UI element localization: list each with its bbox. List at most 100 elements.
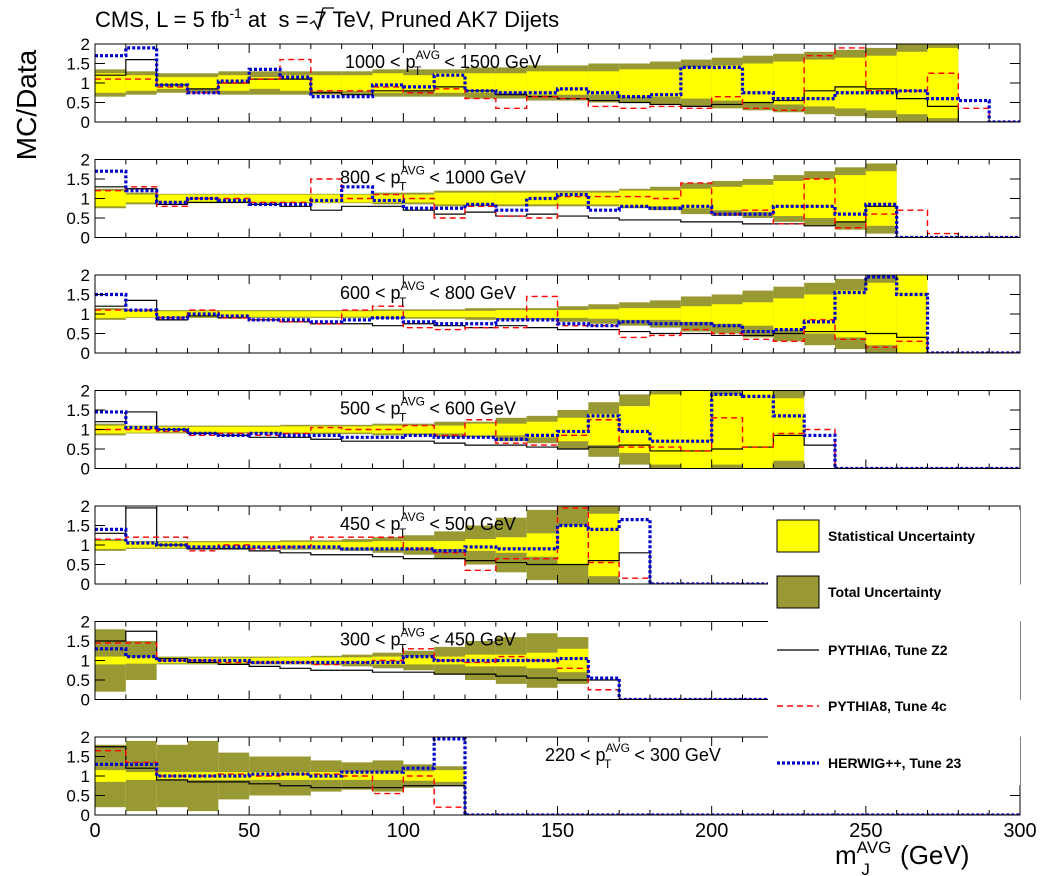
stat-uncertainty-band (711, 186, 743, 211)
stat-uncertainty-band (95, 73, 126, 93)
y-tick-label: 0 (81, 460, 90, 479)
stat-uncertainty-band (434, 310, 465, 318)
stat-uncertainty-band (896, 275, 928, 353)
y-tick-label: 0.5 (66, 209, 90, 228)
stat-uncertainty-band (557, 648, 589, 673)
stat-uncertainty-band (434, 73, 465, 93)
y-tick-label: 2 (81, 151, 90, 170)
panel-label-pre: 1000 < p (345, 52, 416, 72)
stat-uncertainty-band (403, 425, 435, 434)
panel-label-sub: T (604, 757, 612, 771)
stat-uncertainty-band (742, 184, 774, 213)
x-tick-label: 200 (695, 820, 728, 842)
stat-uncertainty-band (650, 308, 681, 320)
stat-uncertainty-band (372, 194, 404, 203)
panel-label-post: < 600 GeV (424, 399, 516, 419)
y-tick-label: 1.5 (66, 401, 90, 420)
stat-uncertainty-band (125, 75, 157, 91)
stat-uncertainty-band (310, 541, 342, 549)
stat-uncertainty-band (372, 541, 404, 549)
stat-uncertainty-band (773, 298, 805, 330)
header-sup: -1 (229, 5, 242, 21)
herwig-line (95, 737, 1020, 815)
stat-uncertainty-band (495, 73, 527, 93)
stat-uncertainty-band (187, 194, 219, 203)
stat-uncertainty-band (341, 541, 373, 549)
pythia8-line (95, 47, 1020, 122)
stat-uncertainty-band (434, 425, 465, 434)
stat-uncertainty-band (804, 179, 835, 218)
y-tick-label: 0.5 (66, 440, 90, 459)
y-tick-label: 1 (81, 767, 90, 786)
stat-uncertainty-band (249, 77, 280, 89)
y-tick-label: 1.5 (66, 55, 90, 74)
panel-label-sub: T (399, 526, 407, 540)
stat-uncertainty-band (557, 71, 589, 95)
panel-label: 220 < pAVG T < 300 GeV (545, 741, 721, 771)
legend-label-total: Total Uncertainty (828, 584, 942, 600)
stat-uncertainty-band (711, 304, 743, 324)
herwig-line (95, 392, 1020, 469)
herwig-line (95, 275, 1020, 353)
panel-label: 300 < pAVG T < 450 GeV (340, 626, 516, 656)
panel-content (95, 390, 1020, 469)
legend: Statistical Uncertainty Total Uncertainty… (768, 510, 1020, 785)
legend-label-herwig: HERWIG++, Tune 23 (828, 755, 962, 771)
stat-uncertainty-band (125, 194, 157, 203)
stat-uncertainty-band (495, 310, 527, 318)
stat-uncertainty-band (742, 302, 774, 326)
stat-uncertainty-band (403, 656, 435, 665)
y-tick-label: 2 (81, 728, 90, 747)
stat-uncertainty-band (835, 57, 866, 109)
stat-uncertainty-band (557, 310, 589, 318)
panel-label-post: < 800 GeV (424, 283, 516, 303)
x-tick-label: 100 (387, 820, 420, 842)
herwig-line (95, 518, 1020, 584)
y-tick-label: 1 (81, 652, 90, 671)
stat-uncertainty-band (249, 426, 280, 433)
stat-uncertainty-band (341, 657, 373, 664)
stat-uncertainty-band (896, 51, 928, 115)
y-tick-label: 0.5 (66, 671, 90, 690)
stat-uncertainty-band (773, 398, 805, 461)
panel-label-sub: T (399, 295, 407, 309)
stat-uncertainty-band (526, 421, 558, 438)
stat-uncertainty-band (249, 772, 280, 780)
x-axis-label-unit: (GeV) (893, 840, 970, 870)
panel-label-sub: T (399, 180, 407, 194)
stat-uncertainty-band (403, 310, 435, 318)
herwig-line (95, 169, 1020, 238)
stat-uncertainty-band (680, 390, 712, 469)
stat-uncertainty-band (125, 426, 157, 433)
y-axis-label: MC/Data (11, 49, 42, 160)
stat-uncertainty-band (280, 541, 311, 549)
stat-uncertainty-band (465, 192, 496, 205)
stat-uncertainty-band (218, 194, 250, 203)
stat-uncertainty-band (341, 75, 373, 91)
stat-uncertainty-band (711, 394, 743, 465)
panel-1: 00.511.52 1000 < pAVG T < 1500 GeV (66, 35, 1021, 132)
stat-uncertainty-band (495, 423, 527, 436)
stat-uncertainty-band (403, 194, 435, 203)
stat-uncertainty-band (865, 55, 897, 111)
stat-uncertainty-band (650, 69, 681, 97)
stat-uncertainty-band (927, 47, 959, 119)
panel-4: 00.511.52 500 < pAVG T < 600 GeV (66, 382, 1021, 479)
stat-uncertainty-band (372, 656, 404, 665)
stat-uncertainty-band (280, 426, 311, 433)
stat-uncertainty-band (465, 310, 496, 318)
stat-uncertainty-band (465, 539, 496, 551)
stat-uncertainty-band (465, 423, 496, 436)
panel-6: 00.511.52 300 < pAVG T < 450 GeV (66, 613, 1021, 710)
stat-uncertainty-band (310, 194, 342, 203)
stat-uncertainty-band (372, 73, 404, 93)
stat-uncertainty-band (95, 770, 126, 782)
panel-label-post: < 1500 GeV (439, 52, 541, 72)
stat-uncertainty-band (588, 309, 620, 319)
stat-uncertainty-band (557, 192, 589, 205)
panel-label-pre: 800 < p (340, 168, 401, 188)
panel-label-sub: T (399, 642, 407, 656)
stat-uncertainty-band (835, 290, 866, 338)
y-tick-label: 0 (81, 344, 90, 363)
